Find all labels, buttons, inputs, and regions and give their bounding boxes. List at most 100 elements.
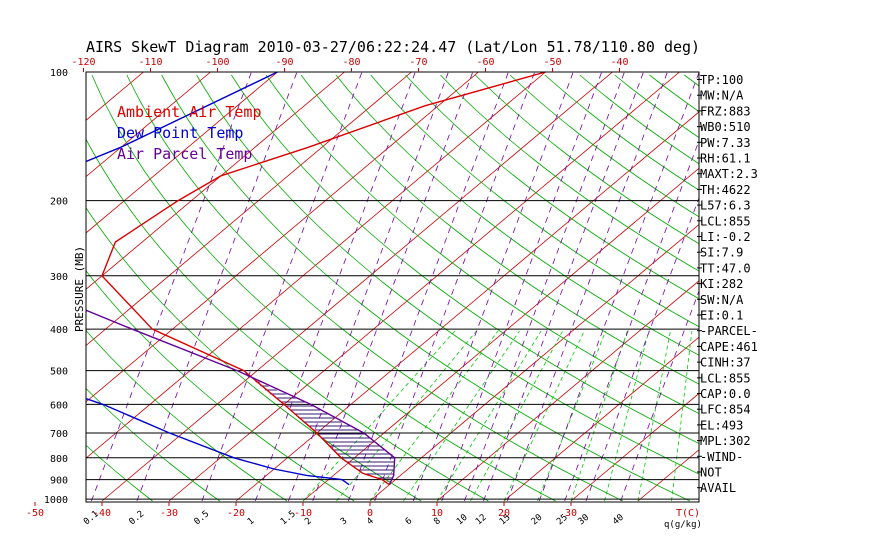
pressure-tick-label: 200 [50, 197, 68, 208]
stat-label: KI:282 [700, 277, 743, 291]
stat-label: EI:0.1 [700, 309, 743, 323]
dry-adiabat-line [231, 74, 699, 444]
dry-adiabat-line [91, 74, 556, 502]
top-tick-label: -60 [476, 57, 494, 68]
dew-point-temp-line [86, 72, 350, 486]
dry-adiabat-line [579, 74, 699, 165]
dry-adiabat-line [475, 74, 699, 245]
mixing-ratio-label: 2 [303, 516, 314, 527]
dry-adiabat-line [859, 75, 870, 501]
stat-label: FRZ:883 [700, 104, 751, 118]
isotherm-line [503, 336, 699, 502]
moist-adiabat-line [604, 330, 650, 502]
pressure-tick-label: 400 [50, 325, 68, 336]
moist-adiabat-line [470, 330, 563, 502]
isotherm-line [168, 72, 680, 502]
stat-label: -WIND- [700, 450, 743, 464]
dry-adiabat-line [300, 74, 699, 385]
dry-adiabat-line [509, 74, 699, 218]
stat-label: MW:N/A [700, 89, 744, 103]
mixing-ratio-line [412, 72, 574, 502]
stat-label: NOT [700, 466, 722, 480]
bottom-tick-label: -50 [26, 508, 44, 519]
stat-label: TH:4622 [700, 183, 751, 197]
isotherm-line [637, 449, 699, 502]
temperature-axis-label: T(C) [676, 508, 700, 519]
stat-label: LI:-0.2 [700, 230, 751, 244]
stat-label: WB0:510 [700, 120, 751, 134]
top-tick-label: -120 [71, 57, 95, 68]
dry-adiabat-line [544, 74, 699, 191]
pressure-tick-label: 700 [50, 429, 68, 440]
pressure-tick-label: 500 [50, 367, 68, 378]
top-tick-label: -90 [275, 57, 293, 68]
chart-title: AIRS SkewT Diagram 2010-03-27/06:22:24.4… [86, 38, 700, 56]
isotherm-line [86, 72, 479, 403]
stat-label: SW:N/A [700, 293, 744, 307]
dry-adiabat-line [86, 138, 489, 502]
isotherm-line [101, 72, 613, 502]
dry-adiabat-line [789, 75, 870, 501]
stat-label: EL:493 [700, 418, 743, 432]
moist-adiabat-line [503, 330, 585, 502]
stat-label: RH:61.1 [700, 152, 751, 166]
bottom-tick-label: -40 [93, 508, 111, 519]
mixing-ratio-label: 3 [339, 516, 350, 527]
bottom-tick-label: 0 [367, 508, 373, 519]
stat-label: LCL:855 [700, 214, 751, 228]
pressure-tick-label: 800 [50, 454, 68, 465]
stat-label: LFC:854 [700, 403, 751, 417]
top-tick-label: -80 [342, 57, 360, 68]
y-axis-label: PRESSURE (MB) [73, 246, 86, 332]
legend-entry: Ambient Air Temp [117, 103, 262, 121]
mixing-ratio-line [507, 72, 668, 502]
dry-adiabat-line [335, 74, 699, 356]
mixing-ratio-label: 40 [611, 513, 626, 528]
moist-adiabat-line [671, 330, 693, 502]
top-tick-label: -50 [543, 57, 561, 68]
bottom-tick-label: -20 [227, 508, 245, 519]
stat-label: CAPE:461 [700, 340, 758, 354]
bottom-tick-label: 10 [431, 508, 443, 519]
mixing-ratio-label: 10 [455, 513, 470, 528]
mixing-ratio-label: 0.5 [192, 509, 211, 527]
air-parcel-temp-line [86, 309, 396, 485]
stat-label: AVAIL [700, 481, 736, 495]
bottom-temperature-ticks: -50 -40 -30 -20 -10 0 10 20 30 [26, 502, 577, 519]
dry-adiabat-line [0, 75, 18, 501]
mixing-ratio-line [441, 72, 603, 502]
mixing-ratio-unit: q(g/kg) [664, 520, 702, 530]
plot-frame [85, 71, 700, 503]
moist-adiabat-line [302, 330, 456, 502]
dry-adiabat-line [370, 74, 699, 328]
isobar-lines [86, 200, 699, 500]
mixing-ratio-label: 12 [474, 513, 489, 528]
pressure-tick-label: 900 [50, 476, 68, 487]
legend-entry: Air Parcel Temp [117, 145, 252, 163]
mixing-ratio-label: 30 [576, 513, 591, 528]
pressure-tick-label: 600 [50, 400, 68, 411]
top-temperature-ticks: -120 -110 -100 -90 -80 -70 -60 -50 -40 [71, 57, 629, 72]
isotherm-line [86, 72, 278, 234]
mixing-ratio-label: 8 [432, 516, 443, 527]
isotherm-line [369, 224, 699, 502]
legend-entry: Dew Point Temp [117, 124, 243, 142]
dry-adiabat-line [440, 74, 699, 272]
isotherm-line [86, 72, 546, 459]
mixing-ratio-label: 6 [404, 516, 415, 527]
sounding-series [86, 72, 546, 486]
dry-adiabat-line [86, 329, 288, 502]
moist-adiabat-line [537, 330, 607, 502]
isotherm-line [772, 72, 870, 501]
bottom-tick-label: 20 [498, 508, 510, 519]
isotherm-line [302, 167, 699, 502]
stat-label: CAP:0.0 [700, 387, 751, 401]
stat-label: MPL:302 [700, 434, 751, 448]
dry-adiabat-line [86, 387, 220, 502]
moist-adiabat-line [403, 330, 520, 502]
isotherm-line [86, 72, 345, 290]
mixing-ratio-line [374, 72, 536, 502]
bottom-tick-label: 30 [565, 508, 577, 519]
moist-adiabat-line [637, 330, 671, 502]
